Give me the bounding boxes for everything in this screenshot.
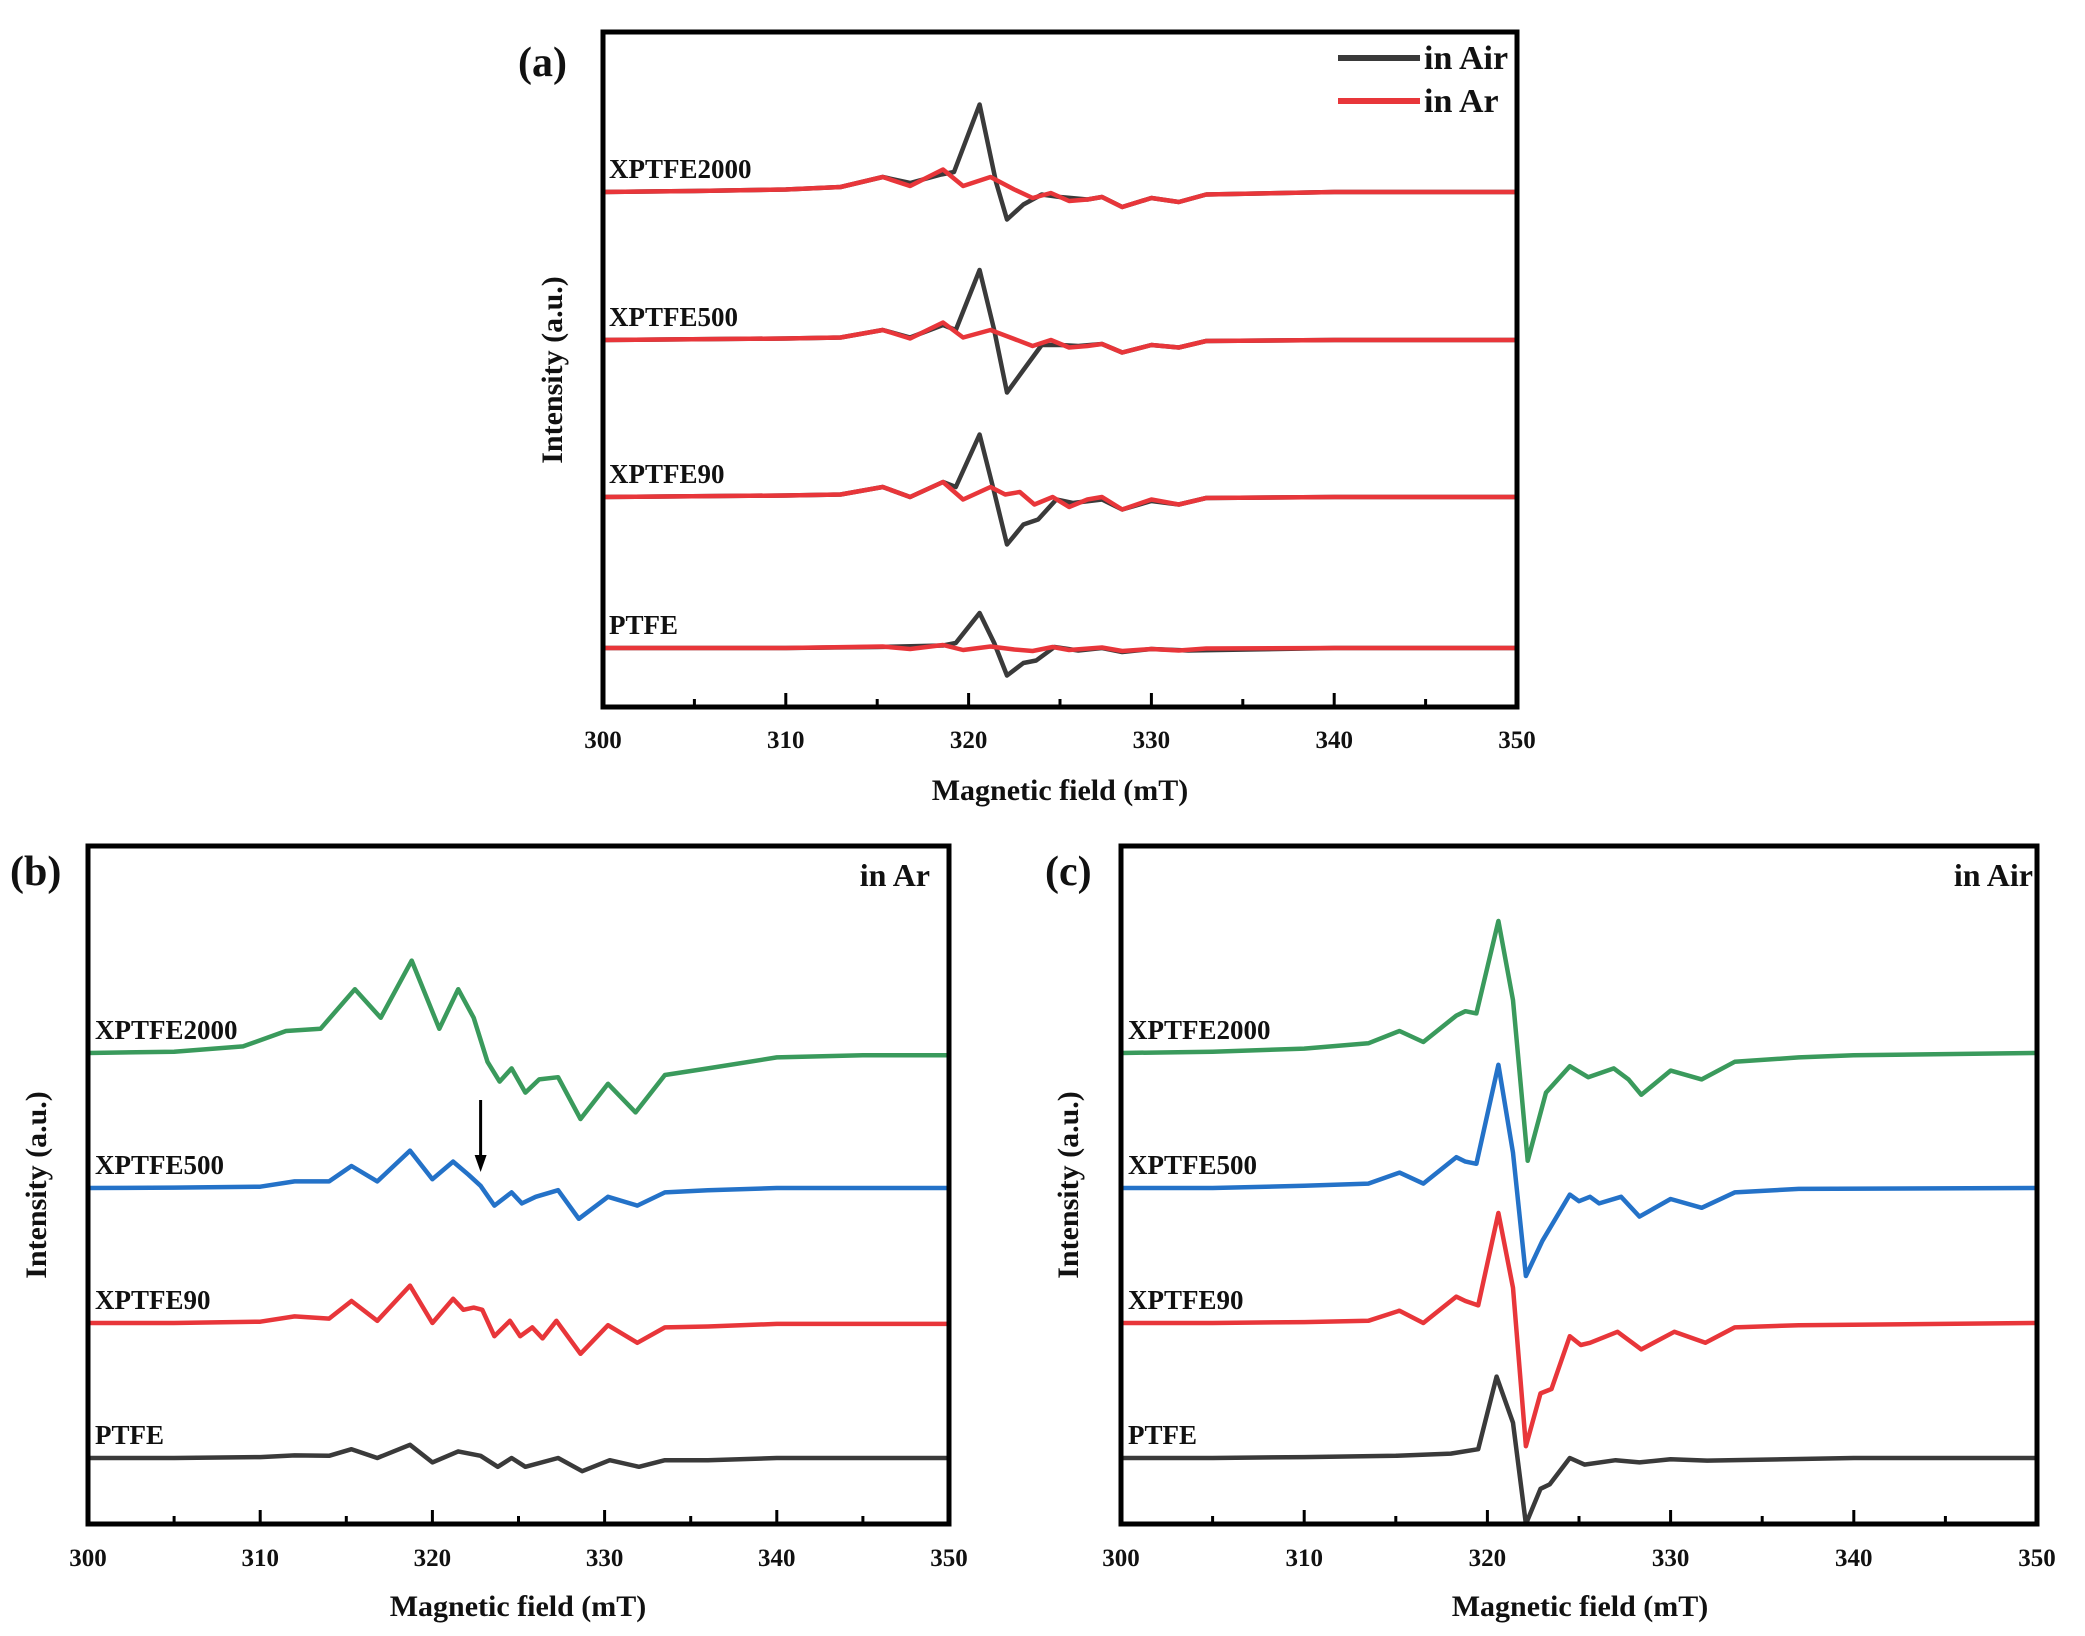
tick-label: 330 (1133, 727, 1171, 754)
series-group (1120, 918, 2038, 1527)
series-line (1121, 1374, 2037, 1527)
y-axis-label: Intensity (a.u.) (536, 276, 569, 464)
tick-label: 300 (584, 727, 622, 754)
tick-label: 340 (1315, 727, 1353, 754)
tick-label: 330 (586, 1545, 624, 1572)
series-line (88, 1283, 949, 1357)
series-line (602, 479, 1517, 512)
sample-label: XPTFE2000 (1128, 1015, 1271, 1045)
tick-label: 340 (1835, 1545, 1873, 1572)
sample-label: XPTFE2000 (609, 154, 752, 184)
legend-label-ar: in Ar (1424, 83, 1499, 120)
sample-labels: XPTFE2000 XPTFE500 XPTFE90 PTFE (609, 154, 752, 640)
sample-label: XPTFE500 (609, 302, 738, 332)
panel-label-a: (a) (518, 40, 567, 86)
y-axis-label: Intensity (a.u.) (20, 1091, 53, 1279)
sample-label: XPTFE2000 (95, 1015, 238, 1045)
panel-label-c: (c) (1045, 849, 1092, 895)
tick-label: 300 (1102, 1545, 1140, 1572)
sample-label: PTFE (1128, 1420, 1197, 1450)
series-group (602, 102, 1517, 678)
tick-label: 340 (758, 1545, 796, 1572)
sample-label: XPTFE90 (1128, 1285, 1244, 1315)
tick-label: 330 (1652, 1545, 1690, 1572)
x-ticks: 300 310 320 330 340 350 (69, 1510, 968, 1572)
x-axis-label: Magnetic field (mT) (390, 1590, 647, 1623)
arrow-head (474, 1155, 487, 1172)
series-line (87, 958, 949, 1122)
sample-labels: XPTFE2000 XPTFE500 XPTFE90 PTFE (1128, 1015, 1271, 1450)
series-group (87, 958, 949, 1474)
series-line (602, 267, 1517, 395)
tick-label: 350 (1498, 727, 1536, 754)
sample-label: PTFE (95, 1420, 164, 1450)
tick-label: 350 (2018, 1545, 2056, 1572)
x-axis-label: Magnetic field (mT) (932, 774, 1189, 807)
series-line (87, 1148, 949, 1222)
series-line (602, 432, 1517, 547)
tick-label: 320 (1469, 1545, 1507, 1572)
sample-labels: XPTFE2000 XPTFE500 XPTFE90 PTFE (95, 1015, 238, 1450)
series-line (1121, 1210, 2038, 1449)
tick-label: 310 (1285, 1545, 1323, 1572)
legend: in Air in Ar (1338, 40, 1508, 120)
series-line (603, 642, 1517, 654)
sample-label: XPTFE90 (609, 459, 725, 489)
series-line (88, 1442, 949, 1474)
tick-label: 310 (767, 727, 805, 754)
tick-label: 310 (241, 1545, 279, 1572)
sample-label: XPTFE500 (1128, 1150, 1257, 1180)
legend-label-air: in Air (1424, 40, 1508, 77)
sample-label: XPTFE500 (95, 1150, 224, 1180)
x-axis-label: Magnetic field (mT) (1452, 1590, 1709, 1623)
panel-label-b: (b) (10, 849, 61, 895)
sample-label: PTFE (609, 610, 678, 640)
series-line (1121, 1062, 2038, 1279)
tick-label: 320 (950, 727, 988, 754)
tick-label: 320 (414, 1545, 452, 1572)
series-line (602, 320, 1517, 355)
arrow-marker (474, 1100, 487, 1172)
plot-frame (600, 29, 1520, 710)
annotation-in-ar: in Ar (860, 857, 930, 893)
series-line (603, 610, 1517, 678)
series-line (602, 167, 1517, 210)
x-ticks: 300 310 320 330 340 350 (584, 693, 1536, 754)
annotation-in-air: in Air (1954, 857, 2033, 893)
y-axis-label: Intensity (a.u.) (1052, 1091, 1085, 1279)
series-line (1120, 918, 2038, 1164)
sample-label: XPTFE90 (95, 1285, 211, 1315)
tick-label: 350 (930, 1545, 968, 1572)
tick-label: 300 (69, 1545, 107, 1572)
x-ticks: 300 310 320 330 340 350 (1102, 1510, 2056, 1572)
